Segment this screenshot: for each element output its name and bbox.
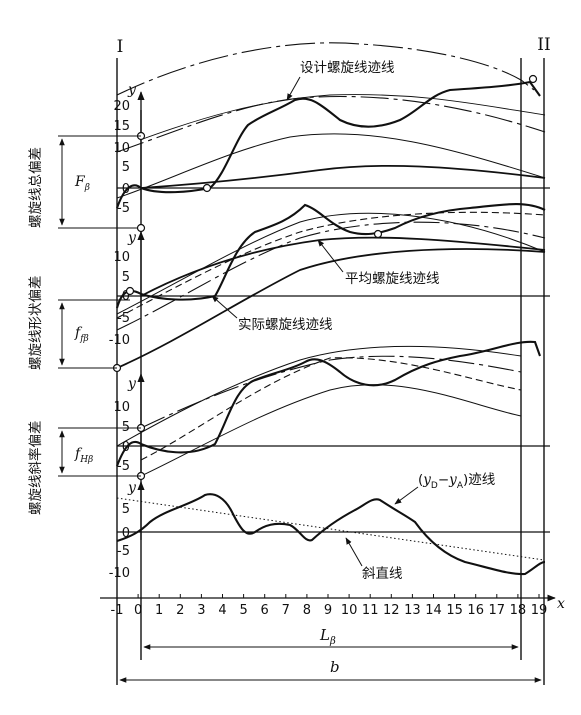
ytick-p1-3: 5 <box>122 160 130 175</box>
ytick-p4-2: -5 <box>117 544 130 559</box>
x-tick-label: 14 <box>425 603 442 618</box>
actual-trace-1 <box>116 80 541 209</box>
x-tick-label: 3 <box>197 603 205 618</box>
panel-form-deviation: y 10 5 0 -5 -10 ffβ 螺旋线形状偏差 <box>28 203 550 373</box>
y-axis-label-1: y <box>127 82 137 98</box>
mean-line-1 <box>116 133 546 199</box>
ytick-p2-0: 10 <box>113 250 130 265</box>
x-tick-label: 13 <box>404 603 421 618</box>
x-tick-label: 4 <box>218 603 226 618</box>
annotation-actual: 实际螺旋线迹线 <box>211 295 333 333</box>
panel-slope-deviation: y 10 5 0 -5 fHβ 螺旋线斜率偏差 <box>27 340 550 516</box>
svg-text:平均螺旋线迹线: 平均螺旋线迹线 <box>345 271 440 287</box>
side-label-form: 螺旋线形状偏差 <box>28 276 44 371</box>
y-axis-label-2: y <box>127 230 137 246</box>
difference-trace <box>116 493 546 576</box>
x-tick-labels: -1 0 1 2 3 4 5 6 7 8 9 10 11 12 13 14 15 16 17 18 19 <box>111 594 548 618</box>
svg-text:实际螺旋线迹线: 实际螺旋线迹线 <box>238 317 333 333</box>
dashed-3 <box>140 357 522 461</box>
b-label: b <box>330 658 340 676</box>
side-label-total: 螺旋线总偏差 <box>28 147 44 228</box>
svg-text:设计螺旋线迹线: 设计螺旋线迹线 <box>300 60 395 76</box>
dashed-upper-2 <box>116 211 546 319</box>
ytick-p1-5: -5 <box>117 201 130 216</box>
ytick-p3-1: 5 <box>122 420 130 435</box>
x-tick-label: 5 <box>239 603 247 618</box>
actual-trace-3 <box>116 340 541 467</box>
ytick-p4-1: 0 <box>122 526 130 541</box>
actual-trace-2 <box>115 203 546 309</box>
x-axis: x -1 0 1 2 3 4 5 6 7 8 9 10 11 12 13 14 15 16 17 18 19 <box>100 594 565 618</box>
x-axis-label: x <box>557 596 565 612</box>
thin-mean-3 <box>116 345 522 447</box>
thin-upper-1 <box>139 94 546 141</box>
dev-label-ffb: ffβ <box>74 325 89 344</box>
x-tick-label: 7 <box>282 603 290 618</box>
ytick-p4-0: 5 <box>122 502 130 517</box>
dimension-b: b <box>119 658 542 683</box>
bold-mean-2 <box>140 236 546 297</box>
x-tick-label: 11 <box>362 603 379 618</box>
x-tick-label: 0 <box>134 603 142 618</box>
x-tick-label: 8 <box>303 603 311 618</box>
y-axis-label-4: y <box>127 480 137 496</box>
ytick-p3-3: -5 <box>117 459 130 474</box>
svg-text:斜直线: 斜直线 <box>362 566 403 582</box>
thin-mean-2 <box>116 212 546 315</box>
x-tick-label: 1 <box>155 603 163 618</box>
x-tick-label: 10 <box>341 603 358 618</box>
x-tick-label: 18 <box>510 603 527 618</box>
ytick-p2-2: 0 <box>122 289 130 304</box>
ytick-p2-3: -5 <box>117 311 130 326</box>
L-beta-label: Lβ <box>319 626 336 647</box>
ytick-p3-0: 10 <box>113 400 130 415</box>
x-tick-label: 16 <box>467 603 484 618</box>
bold-low-2 <box>116 248 546 369</box>
bold-low-1 <box>140 164 546 189</box>
panel-difference-trace: y 5 0 -5 -10 <box>109 480 550 581</box>
diff-label: (yD−yA)迹线 <box>418 472 495 491</box>
ytick-p1-0: 20 <box>113 99 130 114</box>
x-tick-label: 9 <box>324 603 332 618</box>
annotation-design: 设计螺旋线迹线 <box>286 60 395 101</box>
annotation-mean: 平均螺旋线迹线 <box>317 239 440 287</box>
roman-label-right: II <box>537 35 550 55</box>
panel-total-deviation: y 20 15 10 5 0 -5 Fβ 螺旋线总偏差 <box>28 42 550 233</box>
thin-low-3 <box>140 384 522 477</box>
dimension-L-beta: Lβ <box>143 626 519 650</box>
ytick-p2-4: -10 <box>109 333 130 348</box>
dashdot-3 <box>140 355 522 429</box>
x-tick-label: 6 <box>261 603 269 618</box>
x-tick-label: 17 <box>489 603 506 618</box>
x-tick-label: 15 <box>446 603 463 618</box>
ytick-p2-1: 5 <box>122 270 130 285</box>
x-tick-label: -1 <box>111 603 124 618</box>
x-tick-label: 19 <box>531 603 548 618</box>
dev-label-fHb: fHβ <box>74 446 93 465</box>
x-tick-label: 12 <box>383 603 400 618</box>
annotation-slope: 斜直线 <box>345 537 403 582</box>
ytick-p1-1: 15 <box>113 119 130 134</box>
ytick-p4-3: -10 <box>109 566 130 581</box>
annotation-diff: (yD−yA)迹线 <box>394 472 495 505</box>
side-label-slope: 螺旋线斜率偏差 <box>27 421 44 516</box>
design-trace <box>116 42 535 96</box>
dev-label-F: Fβ <box>74 174 90 193</box>
y-axis-label-3: y <box>127 376 137 392</box>
x-tick-label: 2 <box>176 603 184 618</box>
roman-label-left: I <box>117 37 124 57</box>
